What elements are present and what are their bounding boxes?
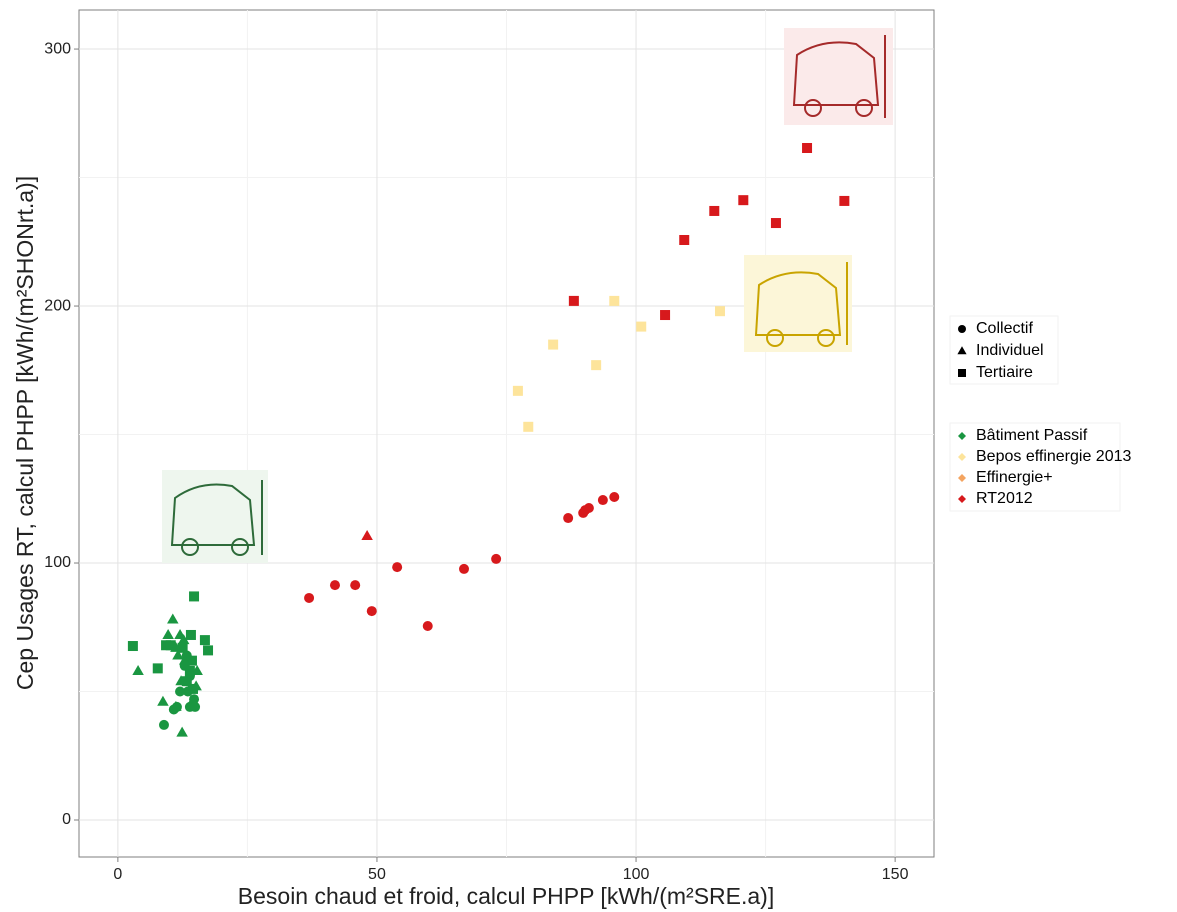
point — [199, 635, 210, 646]
point — [304, 592, 315, 603]
point — [350, 580, 361, 591]
point — [190, 701, 201, 712]
point — [366, 606, 377, 617]
legend-swatch — [958, 495, 966, 503]
legend-label: Bâtiment Passif — [976, 427, 1088, 444]
point — [563, 513, 574, 524]
legend-box — [949, 315, 1059, 385]
point — [709, 205, 720, 216]
point — [172, 649, 184, 660]
point — [714, 306, 725, 317]
point — [609, 491, 620, 502]
point — [392, 562, 403, 573]
point — [176, 726, 188, 737]
point — [597, 495, 608, 506]
point — [162, 628, 174, 639]
point — [184, 671, 195, 682]
point — [132, 664, 144, 675]
legend-marker — [958, 325, 966, 333]
point — [175, 686, 186, 697]
x-tick-label: 50 — [368, 866, 386, 883]
point — [523, 421, 534, 432]
point — [177, 642, 188, 653]
point — [127, 641, 138, 652]
point — [660, 310, 671, 321]
point — [191, 664, 203, 675]
point — [568, 295, 579, 306]
y-axis-title: Cep Usages RT, calcul PHPP [kWh/(m²SHONr… — [12, 176, 38, 690]
legend-label: Bepos effinergie 2013 — [976, 448, 1131, 465]
point — [839, 195, 850, 206]
x-tick-label: 100 — [623, 866, 650, 883]
point — [189, 694, 200, 705]
point — [179, 660, 190, 671]
point — [770, 218, 781, 229]
point — [170, 641, 182, 652]
legend-label: Effinergie+ — [976, 469, 1053, 486]
point — [177, 634, 190, 645]
point — [167, 613, 179, 624]
x-tick-label: 0 — [113, 866, 122, 883]
point — [548, 339, 559, 350]
legend-marker — [958, 369, 966, 377]
point — [459, 563, 470, 574]
point — [583, 503, 594, 514]
point — [152, 663, 163, 674]
legend-label: Collectif — [976, 320, 1033, 337]
x-tick-label: 150 — [882, 866, 909, 883]
legend-label: RT2012 — [976, 490, 1033, 507]
van-yellow — [744, 255, 852, 352]
legend-marker — [957, 346, 967, 355]
y-tick-label: 0 — [62, 811, 71, 828]
point — [184, 665, 195, 676]
point — [329, 580, 340, 591]
point — [802, 142, 813, 153]
point — [186, 655, 197, 666]
x-axis-title: Besoin chaud et froid, calcul PHPP [kWh/… — [238, 883, 774, 909]
point — [591, 360, 602, 371]
van-red — [784, 28, 893, 125]
point — [491, 553, 502, 564]
point — [181, 676, 192, 687]
y-tick-label: 200 — [44, 297, 71, 314]
point — [361, 530, 373, 541]
point — [189, 591, 200, 602]
point — [185, 629, 196, 640]
point — [203, 645, 214, 656]
point — [171, 701, 182, 712]
legend-label: Individuel — [976, 342, 1044, 359]
point — [738, 195, 749, 206]
y-tick-label: 300 — [44, 40, 71, 57]
legend-swatch — [958, 474, 966, 482]
legend-swatch — [958, 453, 966, 461]
legend-label: Tertiaire — [976, 364, 1033, 381]
point — [181, 650, 192, 661]
point — [636, 321, 647, 332]
point — [422, 620, 433, 631]
point — [165, 640, 176, 651]
point — [512, 385, 523, 396]
point — [679, 234, 690, 245]
y-tick-label: 100 — [44, 554, 71, 571]
van-green — [162, 470, 268, 563]
point — [158, 719, 169, 730]
point — [609, 295, 620, 306]
legend-swatch — [958, 432, 966, 440]
point — [157, 695, 169, 706]
point — [182, 686, 193, 697]
legend-box — [949, 422, 1121, 512]
point — [190, 680, 202, 691]
point — [175, 675, 187, 686]
